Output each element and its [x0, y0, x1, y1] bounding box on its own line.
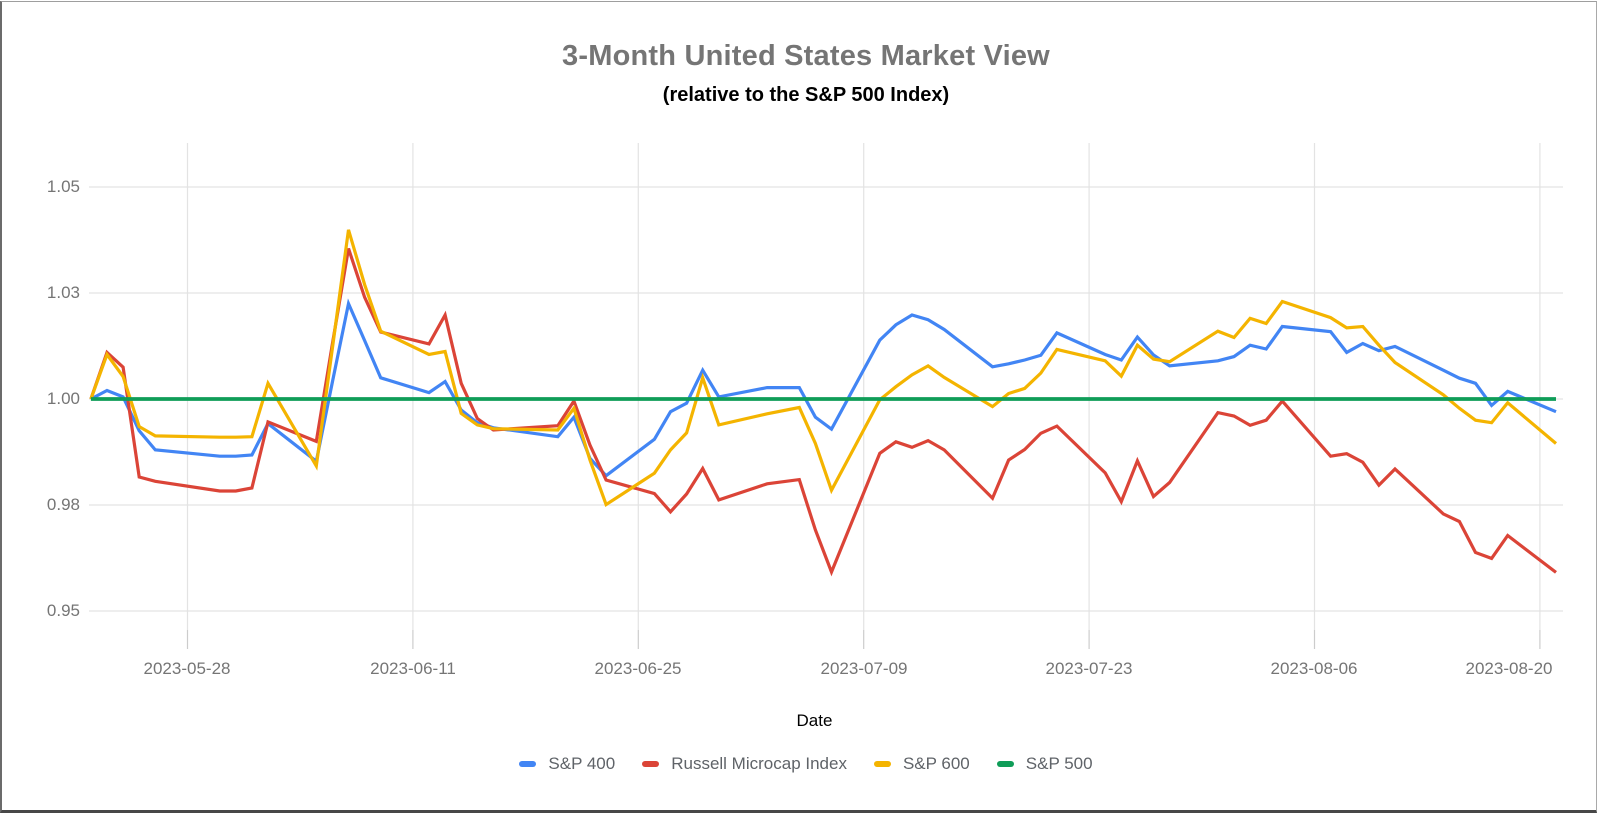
x-axis-tick-label: 2023-05-28 — [143, 659, 231, 678]
legend-item: S&P 600 — [873, 754, 970, 774]
legend-label: S&P 400 — [548, 754, 616, 773]
legend-swatch-icon — [519, 761, 537, 767]
legend-label: S&P 500 — [1025, 754, 1093, 773]
x-axis-tick-label: 2023-07-23 — [1045, 659, 1133, 678]
legend-label: Russell Microcap Index — [671, 754, 847, 773]
x-axis-tick-label: 2023-08-06 — [1270, 659, 1358, 678]
legend-item: S&P 400 — [519, 754, 615, 774]
legend-swatch-icon — [642, 761, 660, 767]
legend-swatch-icon — [996, 761, 1014, 767]
x-axis-tick-label: 2023-06-25 — [594, 659, 682, 678]
x-axis-title: Date — [796, 711, 833, 730]
y-axis-tick-label: 0.98 — [46, 495, 80, 514]
legend-label: S&P 600 — [902, 754, 970, 773]
y-axis-tick-label: 1.03 — [46, 283, 80, 302]
y-axis-tick-label: 1.05 — [46, 177, 80, 196]
legend-swatch-icon — [873, 761, 891, 767]
y-axis-tick-label: 1.00 — [46, 389, 80, 408]
legend-item: S&P 500 — [996, 754, 1093, 774]
y-axis-tick-label: 0.95 — [46, 601, 80, 620]
chart-subtitle: (relative to the S&P 500 Index) — [662, 84, 950, 106]
legend: S&P 400 Russell Microcap Index S&P 600 S… — [0, 752, 1600, 776]
x-axis-tick-label: 2023-06-11 — [370, 659, 456, 678]
x-axis-tick-label: 2023-08-20 — [1465, 659, 1553, 678]
x-axis-tick-label: 2023-07-09 — [820, 659, 908, 678]
chart-title: 3-Month United States Market View — [562, 40, 1050, 72]
legend-item: Russell Microcap Index — [642, 754, 847, 774]
